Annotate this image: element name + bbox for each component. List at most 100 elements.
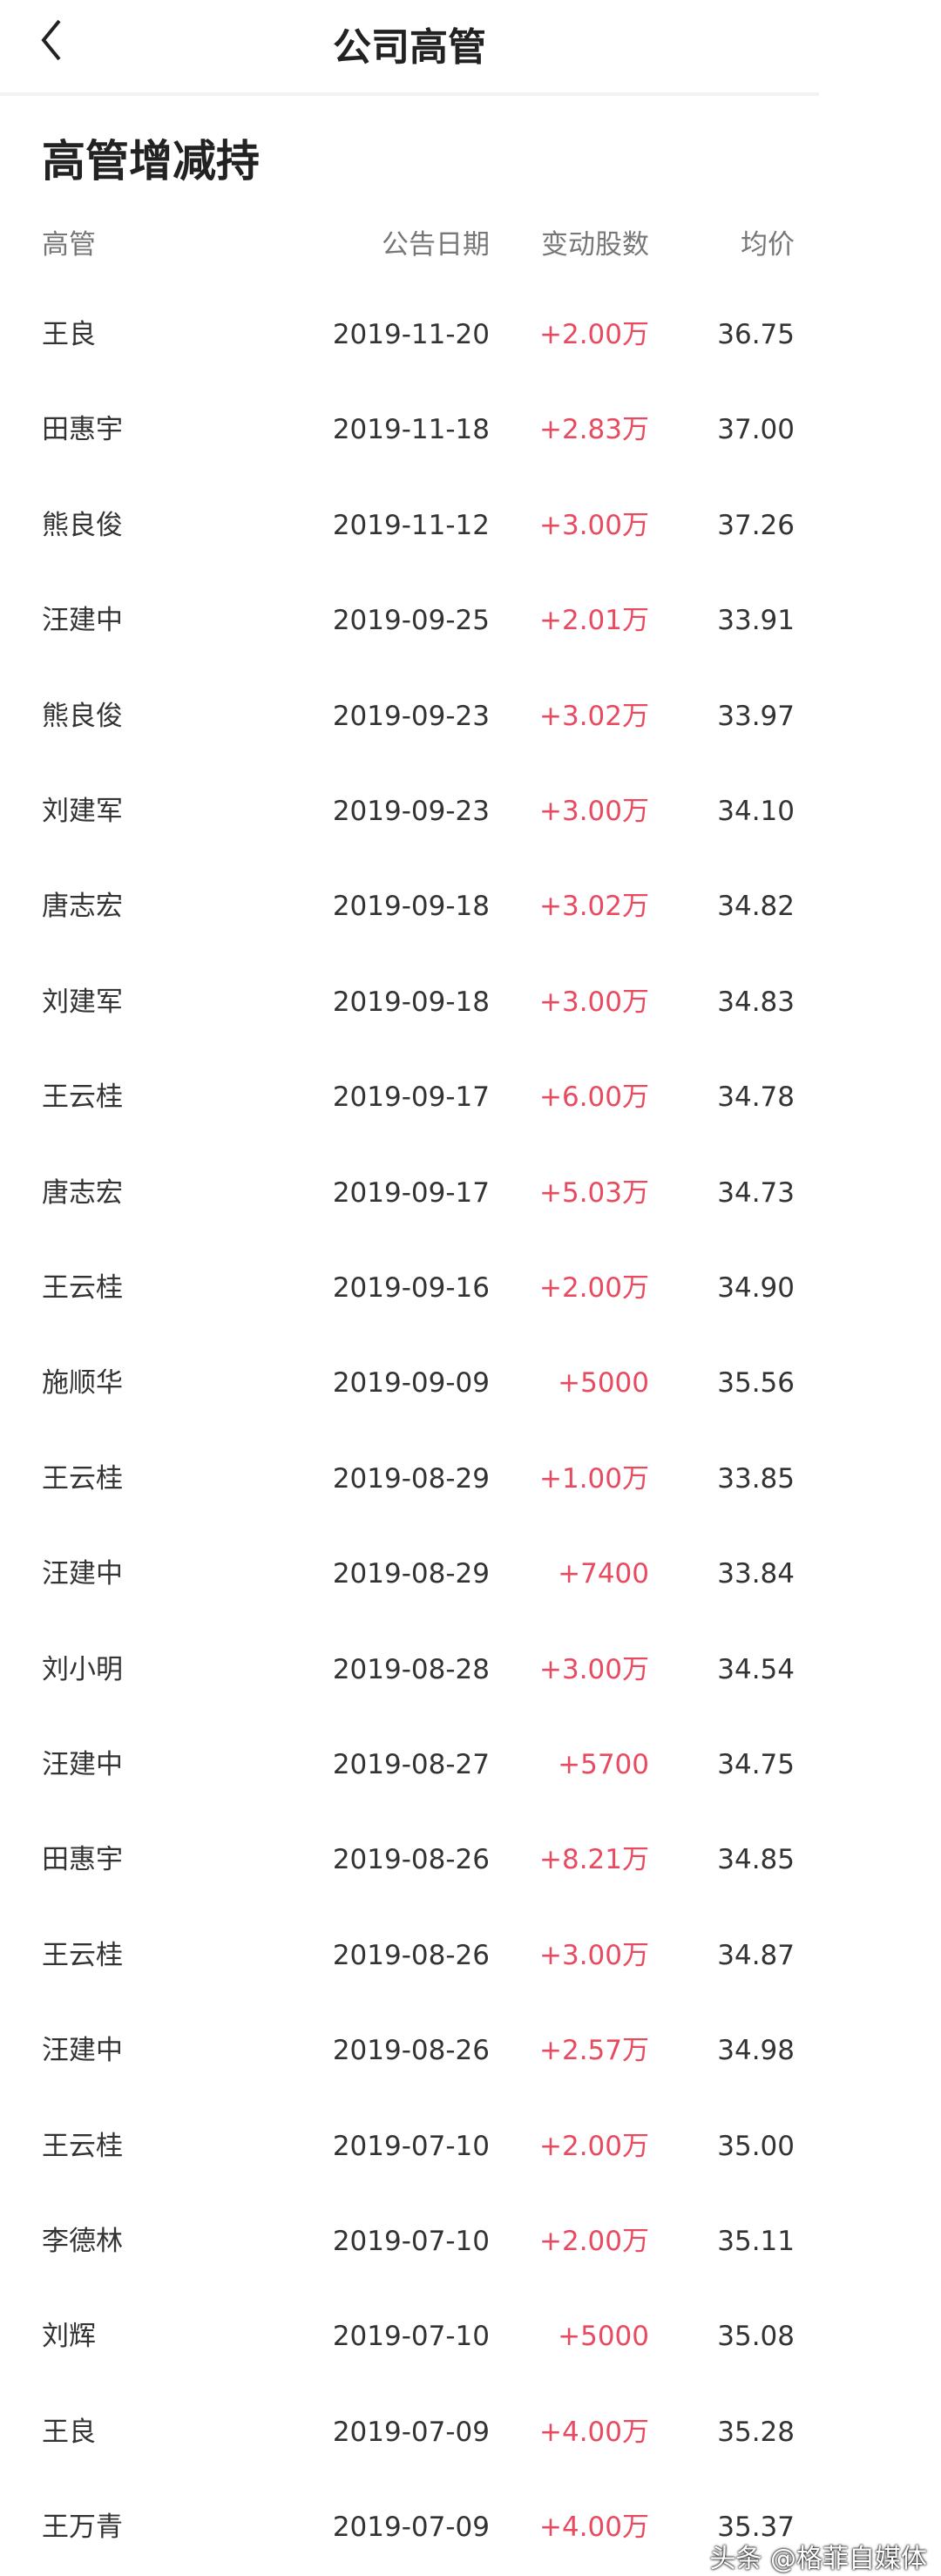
price-cell: 36.75 (717, 319, 795, 350)
table-row[interactable]: 田惠宇 2019-08-26 +8.21万 34.85 (0, 1843, 941, 1878)
header-name: 高管 (42, 229, 96, 261)
date-cell: 2019-08-28 (332, 1653, 490, 1685)
change-cell: +4.00万 (539, 2512, 649, 2544)
change-cell: +2.83万 (539, 414, 649, 446)
change-cell: +2.01万 (539, 605, 649, 637)
header-change: 变动股数 (541, 229, 649, 261)
table-row[interactable]: 王良 2019-11-20 +2.00万 36.75 (0, 318, 941, 353)
name-cell: 王万青 (42, 2512, 123, 2544)
date-cell: 2019-11-20 (332, 319, 490, 350)
date-cell: 2019-11-18 (332, 414, 490, 446)
date-cell: 2019-11-12 (332, 509, 490, 541)
change-cell: +7400 (558, 1558, 649, 1590)
date-cell: 2019-09-18 (332, 986, 490, 1018)
date-cell: 2019-08-29 (332, 1462, 490, 1495)
price-cell: 35.00 (717, 2130, 795, 2162)
name-cell: 王云桂 (42, 1272, 123, 1304)
name-cell: 王良 (42, 2416, 96, 2448)
name-cell: 王云桂 (42, 2130, 123, 2162)
price-cell: 34.98 (717, 2035, 795, 2067)
name-cell: 王云桂 (42, 1462, 123, 1495)
date-cell: 2019-09-09 (332, 1367, 490, 1400)
header-price: 均价 (741, 229, 795, 261)
date-cell: 2019-09-16 (332, 1272, 490, 1304)
price-cell: 34.82 (717, 891, 795, 923)
chevron-left-icon (41, 19, 61, 61)
price-cell: 35.08 (717, 2321, 795, 2353)
table-row[interactable]: 刘建军 2019-09-23 +3.00万 34.10 (0, 795, 941, 830)
price-cell: 33.91 (717, 605, 795, 637)
table-row[interactable]: 汪建中 2019-09-25 +2.01万 33.91 (0, 604, 941, 639)
table-row[interactable]: 李德林 2019-07-10 +2.00万 35.11 (0, 2225, 941, 2260)
table-row[interactable]: 王万青 2019-07-09 +4.00万 35.37 (0, 2511, 941, 2545)
date-cell: 2019-09-18 (332, 891, 490, 923)
date-cell: 2019-09-23 (332, 700, 490, 732)
price-cell: 37.26 (717, 509, 795, 541)
table-row[interactable]: 唐志宏 2019-09-18 +3.02万 34.82 (0, 890, 941, 925)
table-row[interactable]: 汪建中 2019-08-29 +7400 33.84 (0, 1557, 941, 1592)
name-cell: 刘建军 (42, 796, 123, 827)
section-title: 高管增减持 (42, 136, 260, 186)
change-cell: +3.00万 (539, 986, 649, 1018)
table-row[interactable]: 刘辉 2019-07-10 +5000 35.08 (0, 2320, 941, 2355)
name-cell: 王良 (42, 319, 96, 350)
price-cell: 34.78 (717, 1081, 795, 1114)
date-cell: 2019-07-10 (332, 2226, 490, 2257)
name-cell: 王云桂 (42, 1081, 123, 1114)
change-cell: +2.00万 (539, 1272, 649, 1304)
price-cell: 33.97 (717, 700, 795, 732)
price-cell: 34.75 (717, 1749, 795, 1780)
name-cell: 刘建军 (42, 986, 123, 1018)
name-cell: 汪建中 (42, 2035, 123, 2067)
change-cell: +1.00万 (539, 1462, 649, 1495)
change-cell: +3.02万 (539, 891, 649, 923)
name-cell: 施顺华 (42, 1367, 123, 1400)
change-cell: +3.00万 (539, 1939, 649, 1971)
name-cell: 田惠宇 (42, 1844, 123, 1876)
table-row[interactable]: 唐志宏 2019-09-17 +5.03万 34.73 (0, 1176, 941, 1211)
name-cell: 汪建中 (42, 605, 123, 637)
table-row[interactable]: 王云桂 2019-07-10 +2.00万 35.00 (0, 2130, 941, 2165)
price-cell: 35.37 (717, 2512, 795, 2544)
table-row[interactable]: 王云桂 2019-08-29 +1.00万 33.85 (0, 1462, 941, 1497)
table-row[interactable]: 王云桂 2019-09-17 +6.00万 34.78 (0, 1081, 941, 1115)
price-cell: 37.00 (717, 414, 795, 446)
name-cell: 汪建中 (42, 1558, 123, 1590)
table-row[interactable]: 田惠宇 2019-11-18 +2.83万 37.00 (0, 413, 941, 448)
date-cell: 2019-09-17 (332, 1176, 490, 1209)
table-row[interactable]: 王良 2019-07-09 +4.00万 35.28 (0, 2416, 941, 2451)
change-cell: +3.02万 (539, 700, 649, 732)
price-cell: 34.54 (717, 1653, 795, 1685)
change-cell: +2.00万 (539, 2226, 649, 2257)
table-row[interactable]: 刘小明 2019-08-28 +3.00万 34.54 (0, 1653, 941, 1688)
table-row[interactable]: 汪建中 2019-08-27 +5700 34.75 (0, 1748, 941, 1783)
date-cell: 2019-07-09 (332, 2512, 490, 2544)
table-row[interactable]: 王云桂 2019-08-26 +3.00万 34.87 (0, 1939, 941, 1974)
watermark: 头条 @格菲自媒体 (709, 2544, 927, 2574)
date-cell: 2019-09-25 (332, 605, 490, 637)
table-row[interactable]: 施顺华 2019-09-09 +5000 35.56 (0, 1366, 941, 1401)
date-cell: 2019-08-26 (332, 1844, 490, 1876)
back-button[interactable] (35, 14, 70, 66)
change-cell: +5700 (558, 1749, 649, 1780)
change-cell: +3.00万 (539, 796, 649, 827)
date-cell: 2019-08-29 (332, 1558, 490, 1590)
name-cell: 熊良俊 (42, 700, 123, 732)
price-cell: 34.85 (717, 1844, 795, 1876)
table-row[interactable]: 刘建军 2019-09-18 +3.00万 34.83 (0, 986, 941, 1020)
table-row[interactable]: 熊良俊 2019-09-23 +3.02万 33.97 (0, 700, 941, 735)
date-cell: 2019-09-23 (332, 796, 490, 827)
name-cell: 唐志宏 (42, 891, 123, 923)
header-date: 公告日期 (382, 229, 490, 261)
date-cell: 2019-07-10 (332, 2321, 490, 2353)
change-cell: +5000 (558, 1367, 649, 1400)
price-cell: 33.84 (717, 1558, 795, 1590)
table-row[interactable]: 汪建中 2019-08-26 +2.57万 34.98 (0, 2034, 941, 2069)
price-cell: 35.11 (717, 2226, 795, 2257)
name-cell: 刘辉 (42, 2321, 96, 2353)
price-cell: 34.10 (717, 796, 795, 827)
table-row[interactable]: 王云桂 2019-09-16 +2.00万 34.90 (0, 1271, 941, 1306)
name-cell: 刘小明 (42, 1653, 123, 1685)
table-row[interactable]: 熊良俊 2019-11-12 +3.00万 37.26 (0, 509, 941, 544)
date-cell: 2019-07-10 (332, 2130, 490, 2162)
